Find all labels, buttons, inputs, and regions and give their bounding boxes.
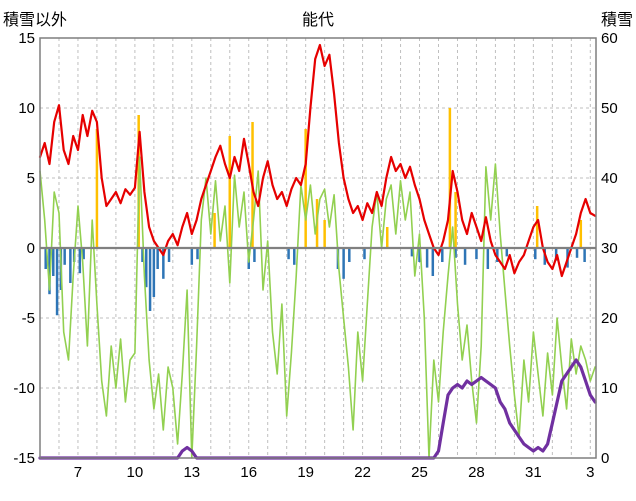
right-axis-tick-label: 0 [601, 450, 609, 467]
left-axis-title: 積雪以外 [3, 12, 68, 29]
right-axis-tick-label: 20 [601, 310, 618, 327]
right-axis-tick-label: 50 [601, 100, 618, 117]
x-axis-tick-label: 22 [354, 464, 371, 481]
left-axis-tick-label: -10 [13, 380, 35, 397]
left-axis-tick-label: 5 [27, 170, 35, 187]
red-series-line [38, 43, 597, 278]
x-axis-tick-label: 10 [127, 464, 144, 481]
right-axis-tick-label: 10 [601, 380, 618, 397]
right-axis-tick-label: 30 [601, 240, 618, 257]
x-axis-tick-label: 19 [297, 464, 314, 481]
x-axis-tick-label: 25 [411, 464, 428, 481]
plot-border [39, 37, 597, 459]
right-axis-tick-label: 40 [601, 170, 618, 187]
x-axis-tick-label: 3 [586, 464, 594, 481]
right-axis-tick-label: 60 [601, 30, 618, 47]
right-axis-title: 積雪 [600, 12, 633, 29]
x-axis-tick-label: 16 [240, 464, 257, 481]
left-axis-tick-label: -5 [22, 310, 35, 327]
x-axis-tick-label: 31 [525, 464, 542, 481]
x-axis-tick-label: 28 [468, 464, 485, 481]
left-axis-tick-label: 10 [18, 100, 35, 117]
left-axis-tick-label: 15 [18, 30, 35, 47]
left-axis-tick-label: 0 [27, 240, 35, 257]
chart-header: 積雪以外 能代 積雪 [0, 4, 636, 29]
x-axis-tick-label: 13 [183, 464, 200, 481]
green-series-line [39, 156, 596, 459]
x-axis-tick-label: 7 [74, 464, 82, 481]
left-axis-tick-label: -15 [13, 450, 35, 467]
chart-title: 能代 [301, 12, 335, 29]
